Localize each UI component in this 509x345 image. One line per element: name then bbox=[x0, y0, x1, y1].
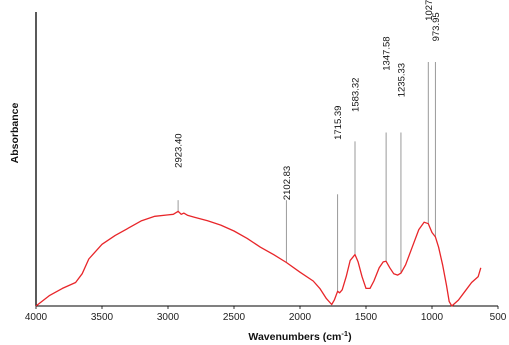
x-tick-label: 2000 bbox=[289, 312, 312, 323]
x-axis-title-superscript: -1 bbox=[341, 329, 348, 338]
peak-label: 973.95 bbox=[431, 12, 442, 41]
peak-label: 1027.90 bbox=[424, 0, 435, 21]
axes bbox=[35, 12, 498, 307]
x-tick-label: 1500 bbox=[355, 312, 378, 323]
y-axis-title: Absorbance bbox=[9, 103, 21, 164]
x-tick-labels: 4000 3500 3000 2500 2000 1500 1000 500 bbox=[25, 306, 507, 323]
x-tick-label: 1000 bbox=[421, 312, 444, 323]
peak-label: 1347.58 bbox=[382, 36, 393, 70]
series-layer bbox=[35, 210, 482, 307]
x-tick-label: 4000 bbox=[25, 312, 48, 323]
peak-markers: 2923.40 2102.83 1715.39 1583.32 1347.581235.… bbox=[174, 0, 442, 292]
x-tick-label: 3500 bbox=[91, 312, 114, 323]
spectrum-line bbox=[35, 210, 482, 307]
peak-label: 1715.39 bbox=[333, 106, 344, 140]
x-tick-label: 500 bbox=[490, 312, 507, 323]
x-tick-label: 3000 bbox=[157, 312, 180, 323]
peak-label: 2923.40 bbox=[174, 133, 185, 167]
x-tick-label: 2500 bbox=[223, 312, 246, 323]
peak-label: 2102.83 bbox=[282, 166, 293, 200]
peak-label: 1235.33 bbox=[396, 63, 407, 97]
peak-label: 1583.32 bbox=[351, 78, 362, 112]
x-axis-title: Wavenumbers (cm-1) bbox=[248, 329, 351, 344]
